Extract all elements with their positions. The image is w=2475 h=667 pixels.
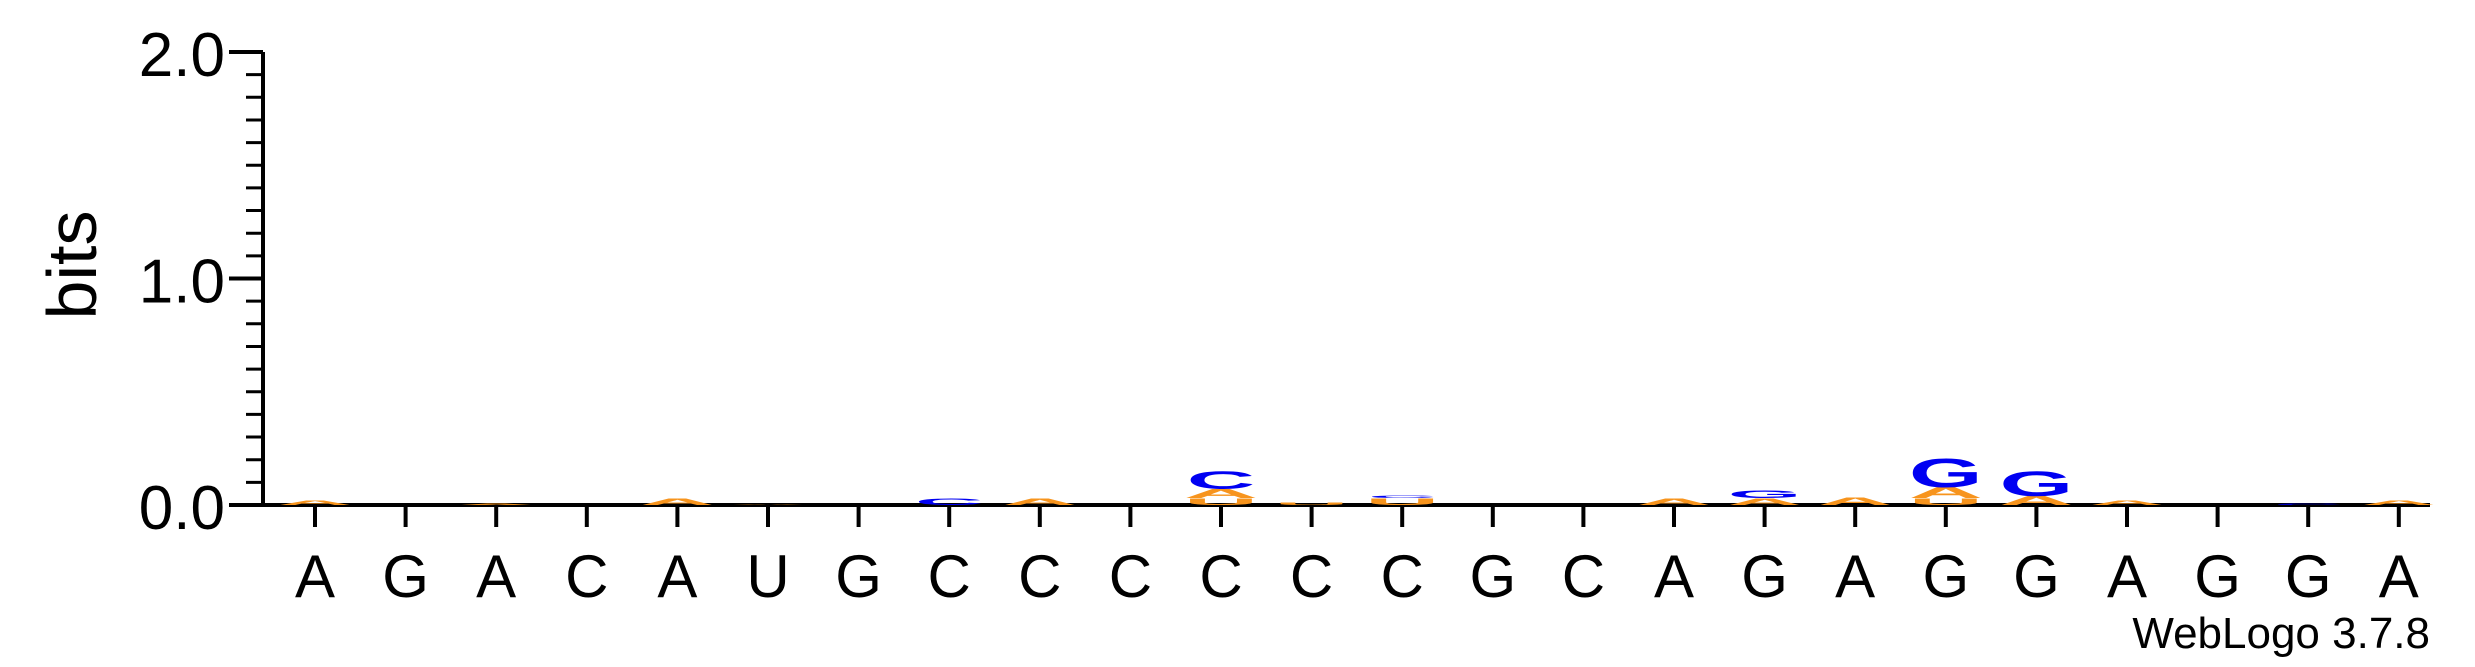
logo-letter-A: A [278, 499, 352, 506]
x-tick-label: C [1562, 543, 1605, 610]
x-tick-label: G [1741, 543, 1788, 610]
logo-letter-U: U [1365, 497, 1439, 508]
logo-glyph-A: A [1727, 497, 1801, 508]
x-tick-label: A [2379, 543, 2419, 610]
y-tick-label: 0.0 [139, 474, 225, 543]
logo-glyph-A: A [1818, 495, 1892, 507]
logo-letter-U: U [1184, 497, 1258, 508]
x-tick-label: C [1290, 543, 1333, 610]
logo-letter-U: U [1909, 497, 1983, 508]
logo-letter-C: C [1368, 495, 1437, 499]
logo-glyph-U: U [1274, 502, 1348, 506]
logo-letter-G: G [2000, 465, 2074, 504]
logo-letter-A: A [1909, 484, 1983, 502]
logo-glyph-A: A [731, 504, 805, 505]
logo-letter-C: C [1187, 466, 1256, 494]
logo-glyph-G: G [1728, 488, 1802, 500]
logo-letter-A: A [1818, 495, 1892, 507]
logo-glyph-G: G [2000, 465, 2074, 504]
logo-letter-A: A [1999, 494, 2073, 508]
y-tick-label: 2.0 [139, 21, 225, 90]
logo-letter-A: A [1727, 497, 1801, 508]
logo-glyph-A: A [459, 504, 533, 506]
logo-glyph-A: A [1637, 497, 1711, 508]
logo-letter-A: A [640, 497, 714, 508]
logo-letter-A: A [1003, 497, 1077, 508]
logo-letter-G: G [1909, 450, 1983, 496]
x-tick-label: G [1922, 543, 1969, 610]
x-tick-label: C [565, 543, 608, 610]
x-tick-label: G [2013, 543, 2060, 610]
logo-glyph-G: G [1909, 450, 1983, 496]
x-tick-label: C [1109, 543, 1152, 610]
logo-glyph-U: U [1184, 497, 1258, 508]
logo-letter-A: A [731, 504, 805, 505]
logo-glyph-A: A [1999, 494, 2073, 508]
x-tick-label: G [2285, 543, 2332, 610]
weblogo-credit: WebLogo 3.7.8 [2132, 609, 2430, 658]
logo-glyph-U: U [1365, 497, 1439, 508]
y-axis: 0.0 1.0 2.0 [139, 21, 265, 543]
logo-glyph-A: A [1003, 497, 1077, 508]
logo-letter-G: G [1728, 488, 1802, 500]
x-tick-label: G [382, 543, 429, 610]
logo-glyph-C: C [2274, 504, 2343, 506]
y-axis-label: bits [33, 211, 111, 320]
x-tick-label: G [835, 543, 882, 610]
logo-glyph-A: A [1184, 487, 1258, 501]
logo-letter-A: A [2362, 499, 2436, 506]
logo-letter-A: A [1637, 497, 1711, 508]
logo-letter-C: C [915, 497, 984, 508]
x-tick-label: A [2107, 543, 2147, 610]
logo-glyph-A: A [278, 499, 352, 506]
logo-glyph-U: U [1909, 497, 1983, 508]
logo-glyph-C: C [915, 497, 984, 508]
logo-glyph-A: A [1909, 484, 1983, 502]
x-tick-label: A [657, 543, 697, 610]
logo-letter-A: A [2090, 499, 2164, 506]
logo-glyph-A: A [640, 497, 714, 508]
x-tick-label: G [1469, 543, 1516, 610]
x-tick-label: A [1654, 543, 1694, 610]
x-tick-label: C [928, 543, 971, 610]
logo-glyph-A: A [2090, 499, 2164, 506]
x-tick-label: G [2194, 543, 2241, 610]
x-tick-label: C [1018, 543, 1061, 610]
logo-letter-A: A [459, 504, 533, 506]
logo-letter-U: U [1274, 502, 1348, 506]
logo-letter-C: C [2274, 504, 2343, 506]
x-tick-label: A [295, 543, 335, 610]
x-tick-label: A [1835, 543, 1875, 610]
x-tick-label: U [746, 543, 789, 610]
y-tick-label: 1.0 [139, 248, 225, 317]
x-tick-label: C [1199, 543, 1242, 610]
logo-glyph-C: C [1187, 466, 1256, 494]
x-tick-label: C [1381, 543, 1424, 610]
logo-glyph-A: A [2362, 499, 2436, 506]
logo-glyph-C: C [1368, 495, 1437, 499]
logo-letter-A: A [1184, 487, 1258, 501]
x-tick-label: A [476, 543, 516, 610]
